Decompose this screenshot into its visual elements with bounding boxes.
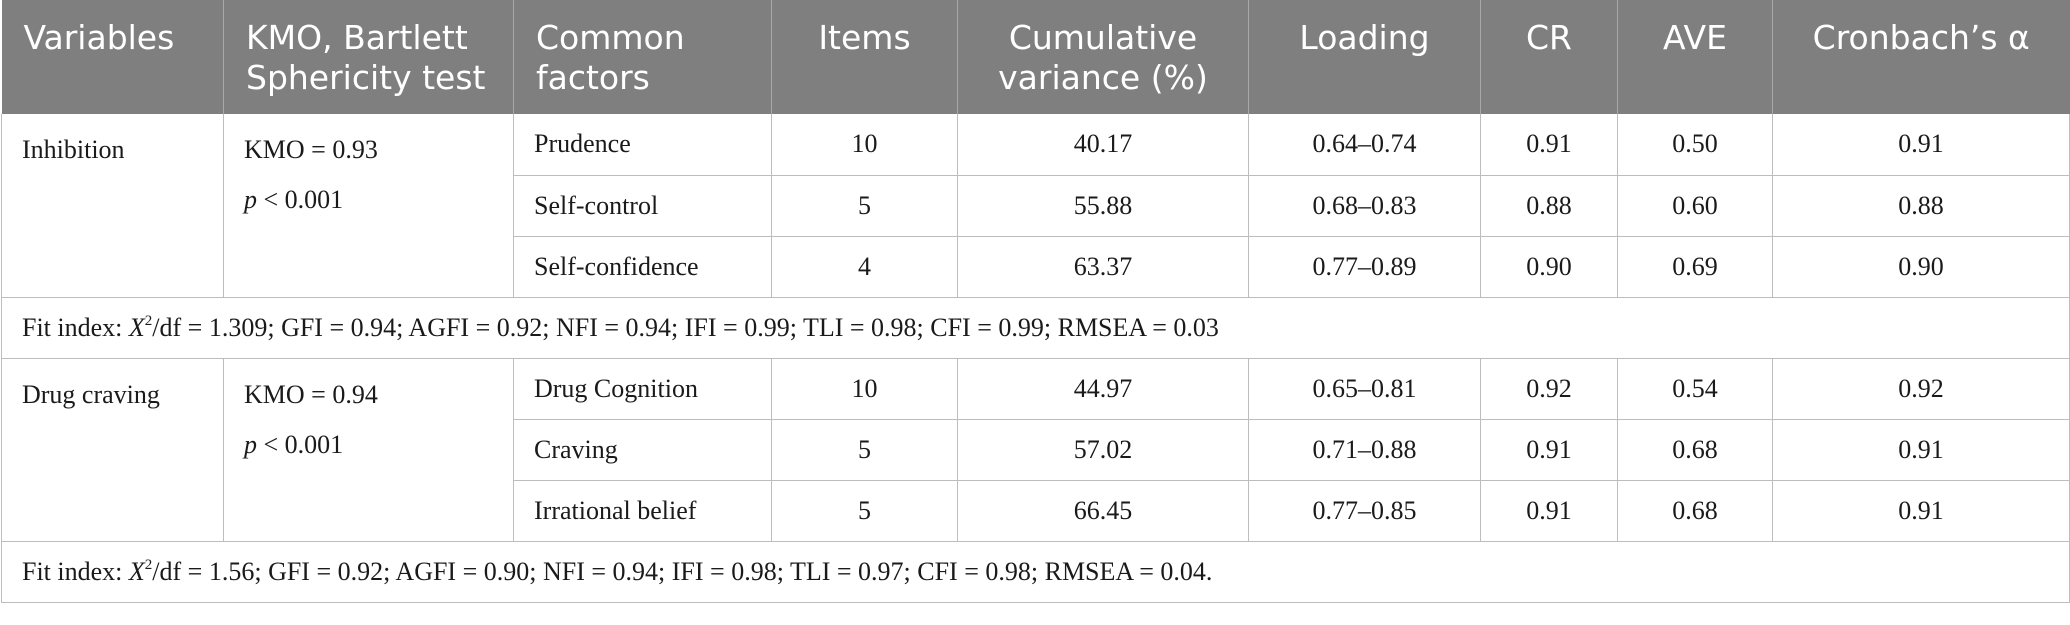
alpha-cell: 0.91 bbox=[1772, 479, 2070, 542]
ave-cell: 0.68 bbox=[1617, 418, 1773, 481]
ave-cell: 0.54 bbox=[1617, 357, 1773, 420]
factor-cell: Self-confidence bbox=[513, 235, 772, 298]
cr-cell: 0.88 bbox=[1480, 174, 1618, 237]
fit-index-cell: Fit index: X2/df = 1.309; GFI = 0.94; AG… bbox=[1, 296, 2070, 359]
loading-cell: 0.71–0.88 bbox=[1248, 418, 1481, 481]
header-cumulative-variance: Cumulative variance (%) bbox=[957, 0, 1249, 114]
table-row: Drug craving KMO = 0.94 p < 0.001 Drug C… bbox=[1, 357, 2070, 542]
p-symbol: p bbox=[244, 429, 257, 459]
p-value: p < 0.001 bbox=[244, 175, 493, 225]
fit-prefix: Fit index: bbox=[22, 556, 129, 586]
p-symbol: p bbox=[244, 185, 257, 214]
header-cronbach-alpha: Cronbach’s α bbox=[1772, 0, 2070, 114]
alpha-cell: 0.90 bbox=[1772, 235, 2070, 298]
header-kmo-bartlett: KMO, Bartlett Sphericity test bbox=[223, 0, 514, 114]
kmo-value: KMO = 0.93 bbox=[244, 135, 378, 164]
cr-cell: 0.90 bbox=[1480, 235, 1618, 298]
header-cr: CR bbox=[1480, 0, 1618, 114]
cumvar-cell: 66.45 bbox=[957, 479, 1249, 542]
fit-values: /df = 1.309; GFI = 0.94; AGFI = 0.92; NF… bbox=[152, 312, 1219, 342]
loading-cell: 0.68–0.83 bbox=[1248, 174, 1481, 237]
factor-cell: Craving bbox=[513, 418, 772, 481]
chi-square-superscript: 2 bbox=[144, 312, 153, 329]
ave-cell: 0.60 bbox=[1617, 174, 1773, 237]
cumvar-cell: 55.88 bbox=[957, 174, 1249, 237]
ave-cell: 0.68 bbox=[1617, 479, 1773, 542]
alpha-cell: 0.91 bbox=[1772, 114, 2070, 176]
cr-cell: 0.91 bbox=[1480, 418, 1618, 481]
variable-cell: Drug craving bbox=[1, 357, 224, 542]
fit-prefix: Fit index: bbox=[22, 312, 129, 342]
items-cell: 10 bbox=[771, 114, 958, 176]
header-row: Variables KMO, Bartlett Sphericity test … bbox=[1, 0, 2070, 114]
cr-cell: 0.91 bbox=[1480, 114, 1618, 176]
table-row: Irrational belief 5 66.45 0.77–0.85 0.91… bbox=[2, 479, 2070, 542]
kmo-value: KMO = 0.94 bbox=[244, 379, 378, 409]
cumvar-cell: 40.17 bbox=[957, 114, 1249, 176]
loading-cell: 0.77–0.89 bbox=[1248, 235, 1481, 298]
factor-cell: Irrational belief bbox=[513, 479, 772, 542]
chi-square-superscript: 2 bbox=[144, 556, 153, 573]
table-row: Self-control 5 55.88 0.68–0.83 0.88 0.60… bbox=[2, 174, 2070, 237]
table-row: Self-confidence 4 63.37 0.77–0.89 0.90 0… bbox=[2, 235, 2070, 298]
p-threshold: < 0.001 bbox=[257, 429, 344, 459]
chi-square-symbol: X bbox=[128, 312, 145, 342]
cumvar-cell: 57.02 bbox=[957, 418, 1249, 481]
table-body: Inhibition KMO = 0.93 p < 0.001 Prudence… bbox=[1, 114, 2070, 603]
kmo-cell: KMO = 0.94 p < 0.001 bbox=[223, 357, 514, 542]
table-row: Craving 5 57.02 0.71–0.88 0.91 0.68 0.91 bbox=[2, 418, 2070, 481]
header-items: Items bbox=[771, 0, 958, 114]
items-cell: 10 bbox=[771, 357, 958, 420]
factor-cell: Drug Cognition bbox=[513, 357, 772, 420]
ave-cell: 0.69 bbox=[1617, 235, 1773, 298]
items-cell: 5 bbox=[771, 418, 958, 481]
loading-cell: 0.64–0.74 bbox=[1248, 114, 1481, 176]
header-common-factors: Common factors bbox=[513, 0, 772, 114]
cumvar-cell: 63.37 bbox=[957, 235, 1249, 298]
fit-values: /df = 1.56; GFI = 0.92; AGFI = 0.90; NFI… bbox=[152, 556, 1213, 586]
alpha-cell: 0.92 bbox=[1772, 357, 2070, 420]
p-threshold: < 0.001 bbox=[257, 185, 344, 214]
loading-cell: 0.65–0.81 bbox=[1248, 357, 1481, 420]
kmo-cell: KMO = 0.93 p < 0.001 bbox=[223, 114, 514, 298]
ave-cell: 0.50 bbox=[1617, 114, 1773, 176]
header-loading: Loading bbox=[1248, 0, 1481, 114]
fit-index-row: Fit index: X2/df = 1.309; GFI = 0.94; AG… bbox=[1, 296, 2070, 359]
cumvar-cell: 44.97 bbox=[957, 357, 1249, 420]
factor-cell: Prudence bbox=[513, 114, 772, 176]
results-table: Variables KMO, Bartlett Sphericity test … bbox=[1, 0, 2070, 603]
loading-cell: 0.77–0.85 bbox=[1248, 479, 1481, 542]
fit-index-cell: Fit index: X2/df = 1.56; GFI = 0.92; AGF… bbox=[1, 540, 2070, 603]
factor-cell: Self-control bbox=[513, 174, 772, 237]
items-cell: 4 bbox=[771, 235, 958, 298]
header-ave: AVE bbox=[1617, 0, 1773, 114]
cr-cell: 0.92 bbox=[1480, 357, 1618, 420]
fit-index-row: Fit index: X2/df = 1.56; GFI = 0.92; AGF… bbox=[1, 540, 2070, 603]
cr-cell: 0.91 bbox=[1480, 479, 1618, 542]
items-cell: 5 bbox=[771, 174, 958, 237]
table-row: Inhibition KMO = 0.93 p < 0.001 Prudence… bbox=[1, 114, 2070, 298]
variable-cell: Inhibition bbox=[1, 114, 224, 298]
p-value: p < 0.001 bbox=[244, 420, 493, 470]
alpha-cell: 0.91 bbox=[1772, 418, 2070, 481]
items-cell: 5 bbox=[771, 479, 958, 542]
alpha-cell: 0.88 bbox=[1772, 174, 2070, 237]
table-header: Variables KMO, Bartlett Sphericity test … bbox=[1, 0, 2070, 114]
chi-square-symbol: X bbox=[128, 556, 145, 586]
header-variables: Variables bbox=[1, 0, 224, 114]
